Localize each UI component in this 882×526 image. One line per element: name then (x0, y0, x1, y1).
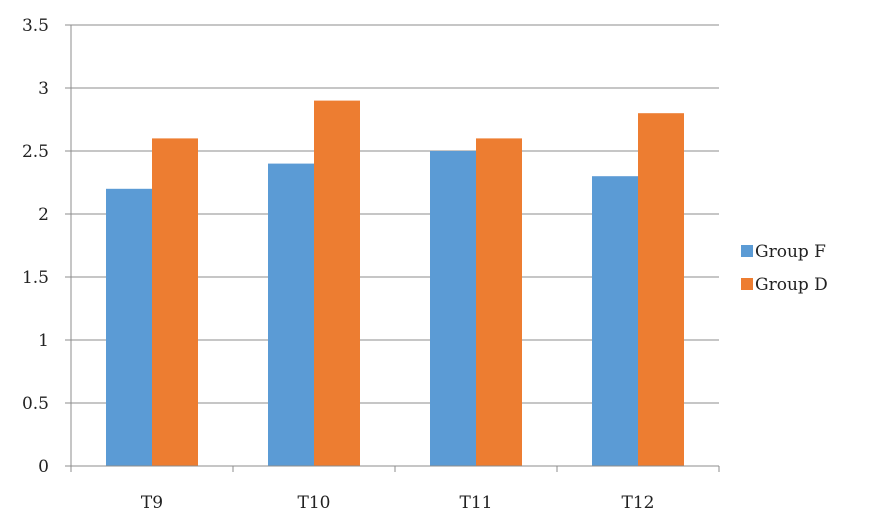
y-tick-label: 0 (38, 457, 49, 477)
x-tick-label: T11 (460, 493, 493, 513)
bar-group-d-t9 (152, 138, 198, 466)
bars (106, 100, 684, 467)
y-tick-label: 1.5 (22, 268, 49, 288)
x-tick-label: T9 (141, 493, 163, 513)
bar-group-f-t11 (430, 151, 476, 466)
y-tick-label: 3 (38, 79, 49, 99)
legend: Group F Group D (741, 242, 828, 295)
axes: 0 0.5 1 1.5 2 2.5 3 3.5 T9 T10 T11 T12 (22, 16, 720, 513)
bar-group-d-t12 (638, 113, 684, 466)
bar-group-f-t10 (268, 163, 314, 466)
bar-group-d-t11 (476, 138, 522, 466)
legend-label: Group F (755, 242, 826, 262)
legend-swatch-group-f (741, 245, 753, 257)
y-tick-label: 2.5 (22, 142, 49, 162)
y-tick-label: 2 (38, 205, 49, 225)
y-tick-label: 1 (38, 331, 49, 351)
x-tick-label: T10 (298, 493, 331, 513)
x-tick-label: T12 (622, 493, 655, 513)
bar-group-f-t12 (592, 176, 638, 466)
bar-group-d-t10 (314, 100, 360, 466)
y-tick-label: 3.5 (22, 16, 49, 36)
legend-label: Group D (755, 275, 828, 295)
y-tick-label: 0.5 (22, 394, 49, 414)
legend-swatch-group-d (741, 278, 753, 290)
bar-group-f-t9 (106, 188, 152, 467)
